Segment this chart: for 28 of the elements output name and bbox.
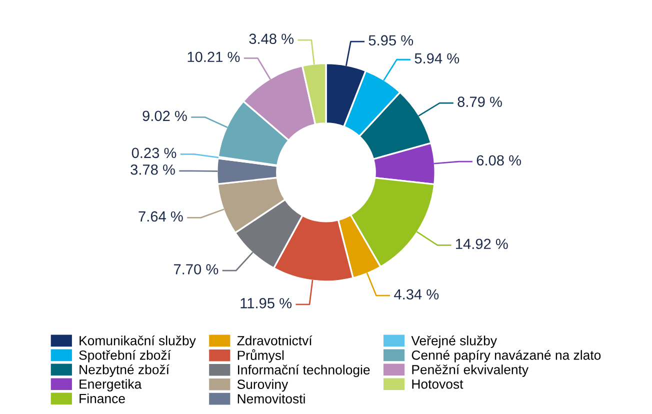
data-label: 3.48 % bbox=[249, 34, 294, 44]
legend-label: Zdravotnictví bbox=[237, 335, 312, 346]
data-label: 5.95 % bbox=[368, 35, 414, 46]
data-label: 11.95 % bbox=[240, 298, 292, 308]
data-label: 9.02 % bbox=[142, 110, 187, 122]
legend-label: Nemovitosti bbox=[238, 394, 305, 404]
legend-label: Cenné papíry navázané na zlato bbox=[412, 350, 601, 362]
data-label: 6.08 % bbox=[476, 155, 521, 166]
data-label: 14.92 % bbox=[456, 238, 508, 250]
legend-label: Informační technologie bbox=[238, 364, 370, 378]
legend-label: Hotovost bbox=[412, 380, 464, 389]
data-label: 3.78 % bbox=[130, 164, 175, 175]
data-label: 4.34 % bbox=[394, 289, 439, 300]
legend-label: Veřejné služby bbox=[411, 335, 497, 348]
data-label: 5.94 % bbox=[414, 53, 460, 64]
data-label: 7.64 % bbox=[138, 211, 183, 222]
legend-label: Průmysl bbox=[238, 349, 284, 363]
legend-label: Suroviny bbox=[237, 379, 288, 392]
legend-label: Finance bbox=[80, 394, 125, 404]
legend-label: Spotřební zboží bbox=[79, 350, 171, 362]
legend-label: Energetika bbox=[80, 379, 142, 392]
data-label: 8.79 % bbox=[458, 96, 502, 107]
legend-label: Nezbytné zboží bbox=[80, 364, 170, 377]
legend-label: Peněžní ekvivalenty bbox=[412, 364, 529, 377]
data-label: 10.21 % bbox=[188, 52, 240, 62]
data-label: 7.70 % bbox=[174, 264, 218, 274]
legend-label: Komunikační služby bbox=[80, 335, 196, 348]
data-label: 0.23 % bbox=[132, 148, 176, 158]
